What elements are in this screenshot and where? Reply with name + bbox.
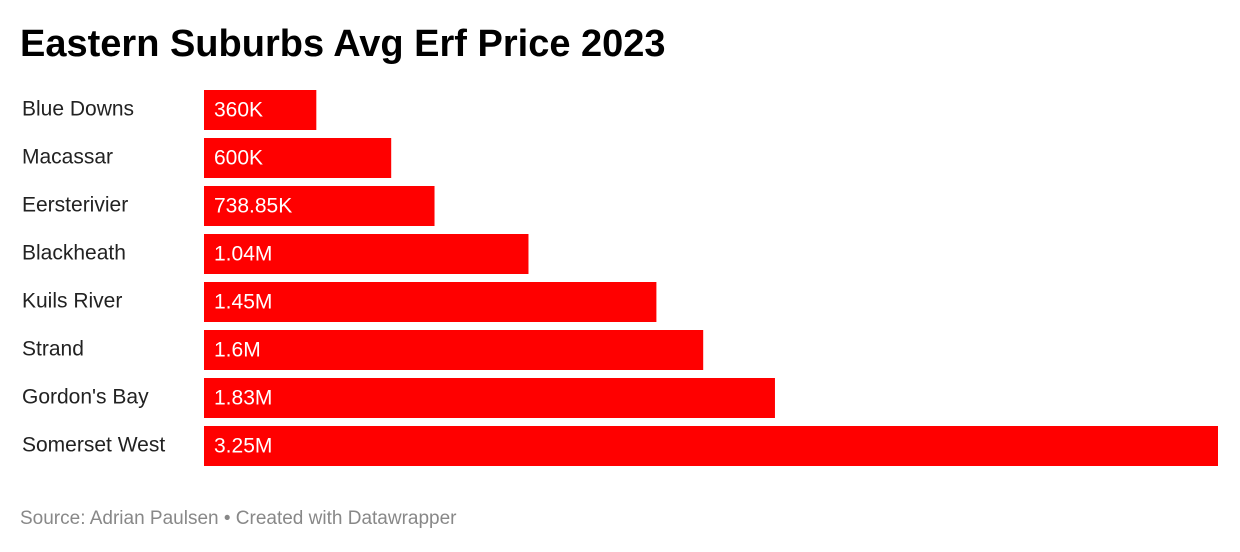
value-label: 1.04M <box>214 243 272 266</box>
value-label: 360K <box>214 99 263 122</box>
value-label: 3.25M <box>214 435 272 458</box>
category-label: Strand <box>22 338 84 361</box>
category-label: Macassar <box>22 146 113 169</box>
value-label: 600K <box>214 147 263 170</box>
category-label: Gordon's Bay <box>22 386 149 409</box>
bar <box>204 426 1218 466</box>
category-label: Blue Downs <box>22 98 134 121</box>
bar <box>204 138 392 178</box>
bar <box>204 186 435 226</box>
bar <box>204 330 704 370</box>
category-label: Kuils River <box>22 290 122 313</box>
bar <box>204 282 657 322</box>
value-label: 738.85K <box>214 195 292 218</box>
value-label: 1.83M <box>214 387 272 410</box>
category-label: Blackheath <box>22 242 126 265</box>
value-label: 1.6M <box>214 339 261 362</box>
source-note: Source: Adrian Paulsen • Created with Da… <box>20 508 457 529</box>
bar <box>204 90 317 130</box>
value-label: 1.45M <box>214 291 272 314</box>
bar <box>204 378 775 418</box>
chart-title: Eastern Suburbs Avg Erf Price 2023 <box>20 23 666 65</box>
category-label: Somerset West <box>22 434 165 457</box>
bar <box>204 234 529 274</box>
category-label: Eersterivier <box>22 194 128 217</box>
